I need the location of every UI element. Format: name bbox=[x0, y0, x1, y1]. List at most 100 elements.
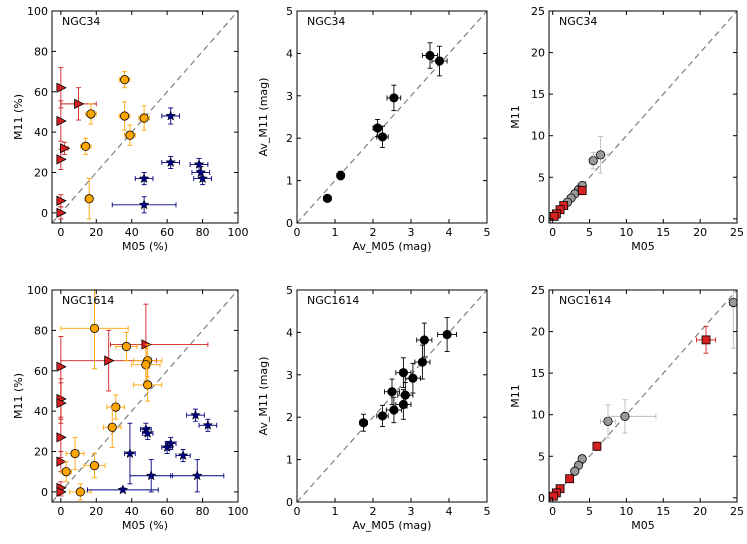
triangles-point bbox=[56, 432, 67, 443]
y-tick-label: 3 bbox=[286, 369, 293, 382]
circles-point bbox=[588, 156, 598, 166]
y-axis-label: M11 bbox=[509, 105, 522, 129]
stars-point bbox=[117, 484, 129, 495]
data-point bbox=[389, 93, 399, 103]
x-tick-label: 0 bbox=[57, 226, 64, 239]
panel-title: NGC34 bbox=[559, 15, 597, 28]
y-axis-label: M11 (%) bbox=[12, 373, 25, 419]
squares-point bbox=[549, 491, 558, 501]
x-axis-label: Av_M05 (mag) bbox=[353, 240, 432, 253]
x-tick-label: 20 bbox=[89, 505, 103, 518]
data-point bbox=[336, 170, 346, 181]
x-tick-label: 80 bbox=[196, 505, 210, 518]
plot-area-p6 bbox=[549, 290, 737, 501]
circles-point bbox=[141, 360, 151, 370]
x-tick-label: 4 bbox=[446, 505, 453, 518]
stars-point bbox=[177, 449, 189, 461]
circles-point bbox=[120, 75, 130, 85]
y-tick-label: 0 bbox=[41, 486, 48, 499]
x-axis-label: M05 bbox=[631, 240, 655, 253]
x-tick-label: 1 bbox=[332, 226, 339, 239]
x-tick-label: 5 bbox=[484, 226, 491, 239]
y-tick-label: 2 bbox=[286, 132, 293, 145]
circles-point bbox=[107, 422, 117, 432]
triangles-point bbox=[56, 456, 67, 467]
panel-p3: 0 5 10 15 20 25 0 5 10 15 20 25 M05 M11 NGC34 bbox=[509, 5, 744, 253]
circles-point bbox=[70, 448, 80, 459]
y-tick-label: 0 bbox=[286, 217, 293, 230]
y-tick-label: 0 bbox=[41, 207, 48, 220]
y-tick-label: 100 bbox=[27, 5, 48, 18]
y-tick-label: 20 bbox=[531, 47, 545, 60]
circles-point bbox=[143, 380, 153, 390]
triangles-point bbox=[56, 486, 67, 498]
data-point bbox=[417, 357, 427, 367]
stars-point bbox=[161, 441, 173, 453]
one-to-one-line bbox=[549, 290, 737, 502]
y-tick-label: 10 bbox=[531, 130, 545, 143]
x-tick-label: 0 bbox=[294, 505, 301, 518]
circles-point bbox=[125, 130, 135, 140]
circles-point bbox=[75, 487, 85, 497]
stars-point bbox=[197, 172, 209, 184]
y-tick-label: 5 bbox=[538, 450, 545, 463]
y-tick-label: 25 bbox=[531, 5, 545, 18]
data-point bbox=[389, 405, 399, 415]
data-point bbox=[322, 193, 332, 204]
x-tick-label: 1 bbox=[332, 505, 339, 518]
y-tick-label: 0 bbox=[286, 496, 293, 509]
y-axis-label: M11 bbox=[509, 384, 522, 408]
stars-point bbox=[190, 409, 201, 420]
plot-area-p5 bbox=[358, 317, 458, 432]
x-tick-label: 5 bbox=[586, 505, 593, 518]
x-tick-label: 2 bbox=[370, 226, 377, 239]
axes-frame bbox=[51, 10, 239, 224]
squares-point bbox=[549, 211, 559, 221]
one-to-one-line bbox=[297, 11, 487, 223]
x-tick-label: 4 bbox=[446, 226, 453, 239]
x-tick-label: 20 bbox=[693, 505, 707, 518]
y-axis-label: Av_M11 (mag) bbox=[257, 78, 270, 157]
one-to-one-line bbox=[549, 11, 737, 223]
x-tick-label: 2 bbox=[370, 505, 377, 518]
stars-point bbox=[145, 470, 157, 481]
y-tick-label: 1 bbox=[286, 454, 293, 467]
triangles-point bbox=[60, 143, 71, 154]
squares-point bbox=[565, 474, 575, 484]
stars-point bbox=[138, 199, 150, 210]
panel-title: NGC34 bbox=[62, 15, 100, 28]
data-point bbox=[425, 50, 435, 61]
y-tick-label: 0 bbox=[538, 492, 545, 505]
x-tick-label: 100 bbox=[228, 505, 249, 518]
y-tick-label: 4 bbox=[286, 326, 293, 339]
x-tick-label: 5 bbox=[484, 505, 491, 518]
panel-title: NGC1614 bbox=[62, 294, 114, 307]
panel-p5: 0 1 2 3 4 5 0 1 2 3 4 5 Av_M05 (mag) Av_M11 (mag) NGC1… bbox=[257, 284, 491, 532]
y-tick-label: 1 bbox=[286, 175, 293, 188]
circles-point bbox=[139, 113, 149, 123]
x-axis-label: Av_M05 (mag) bbox=[353, 519, 432, 532]
circles-point bbox=[81, 141, 91, 151]
x-tick-label: 0 bbox=[57, 505, 64, 518]
circles-point bbox=[89, 323, 100, 333]
y-tick-label: 100 bbox=[27, 284, 48, 297]
data-point bbox=[358, 418, 369, 428]
circles-point bbox=[728, 297, 737, 308]
x-tick-label: 80 bbox=[196, 226, 210, 239]
y-tick-label: 40 bbox=[34, 405, 48, 418]
stars-point bbox=[195, 166, 207, 178]
y-tick-label: 5 bbox=[286, 5, 293, 18]
x-axis-label: M05 (%) bbox=[122, 519, 168, 532]
triangles-point bbox=[56, 361, 67, 372]
triangles-point bbox=[56, 195, 67, 206]
y-tick-label: 60 bbox=[34, 86, 48, 99]
triangles-point bbox=[104, 355, 115, 366]
data-point bbox=[442, 329, 452, 340]
circles-point bbox=[86, 109, 96, 119]
circles-point bbox=[620, 411, 630, 421]
stars-point bbox=[202, 419, 214, 430]
data-point bbox=[377, 411, 388, 421]
stars-point bbox=[138, 172, 150, 184]
y-tick-label: 20 bbox=[531, 326, 545, 339]
